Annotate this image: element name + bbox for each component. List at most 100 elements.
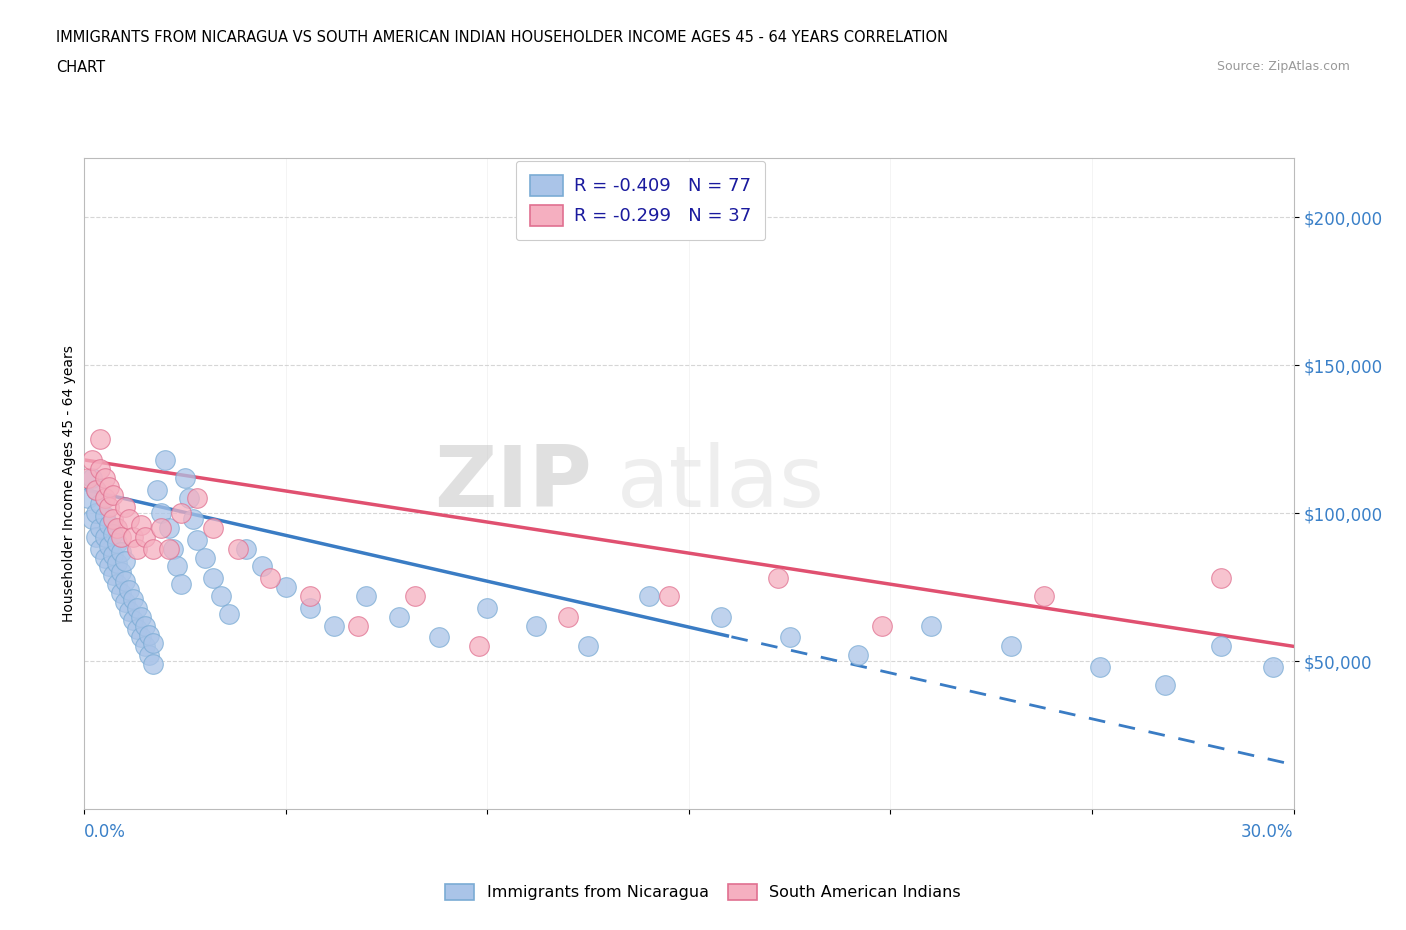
Text: Source: ZipAtlas.com: Source: ZipAtlas.com xyxy=(1216,60,1350,73)
Point xyxy=(97,518,120,533)
Point xyxy=(174,471,197,485)
Point xyxy=(118,512,141,526)
Point xyxy=(162,541,184,556)
Point xyxy=(202,521,225,536)
Point xyxy=(89,497,111,512)
Point xyxy=(1209,639,1232,654)
Point xyxy=(468,639,491,654)
Point xyxy=(82,512,104,526)
Point xyxy=(1209,571,1232,586)
Point xyxy=(121,591,143,606)
Point xyxy=(101,512,124,526)
Point xyxy=(299,601,322,616)
Point xyxy=(93,471,115,485)
Point xyxy=(524,618,547,633)
Point xyxy=(1000,639,1022,654)
Point xyxy=(149,521,172,536)
Point xyxy=(142,541,165,556)
Point xyxy=(157,521,180,536)
Point xyxy=(138,648,160,663)
Point xyxy=(181,512,204,526)
Point xyxy=(97,499,120,514)
Point xyxy=(259,571,281,586)
Point xyxy=(134,639,156,654)
Point xyxy=(125,601,148,616)
Point xyxy=(82,453,104,468)
Point xyxy=(186,491,208,506)
Text: IMMIGRANTS FROM NICARAGUA VS SOUTH AMERICAN INDIAN HOUSEHOLDER INCOME AGES 45 - : IMMIGRANTS FROM NICARAGUA VS SOUTH AMERI… xyxy=(56,30,948,45)
Text: 0.0%: 0.0% xyxy=(84,823,127,841)
Point xyxy=(218,606,240,621)
Point xyxy=(118,583,141,598)
Point xyxy=(105,556,128,571)
Point xyxy=(477,601,499,616)
Point xyxy=(138,627,160,642)
Point xyxy=(1088,659,1111,674)
Point xyxy=(114,499,136,514)
Point xyxy=(1032,589,1054,604)
Point xyxy=(105,577,128,591)
Point xyxy=(194,551,217,565)
Point xyxy=(125,621,148,636)
Point xyxy=(86,529,108,544)
Point xyxy=(250,559,273,574)
Point xyxy=(872,618,894,633)
Point xyxy=(89,432,111,446)
Point xyxy=(179,491,201,506)
Point xyxy=(101,488,124,503)
Point xyxy=(170,506,193,521)
Point xyxy=(114,594,136,609)
Point xyxy=(186,532,208,547)
Point xyxy=(93,551,115,565)
Point xyxy=(86,482,108,497)
Point xyxy=(110,586,132,601)
Point xyxy=(105,521,128,536)
Point xyxy=(77,491,100,506)
Point xyxy=(89,521,111,536)
Point xyxy=(105,536,128,551)
Point xyxy=(404,589,426,604)
Point xyxy=(149,506,172,521)
Point xyxy=(110,565,132,579)
Point xyxy=(209,589,232,604)
Point xyxy=(142,657,165,671)
Point xyxy=(920,618,942,633)
Point xyxy=(226,541,249,556)
Text: CHART: CHART xyxy=(56,60,105,75)
Point xyxy=(1153,677,1175,692)
Point xyxy=(846,648,869,663)
Point xyxy=(77,471,100,485)
Text: ZIP: ZIP xyxy=(434,442,592,525)
Point xyxy=(1263,659,1285,674)
Point xyxy=(576,639,599,654)
Point xyxy=(93,491,115,506)
Point xyxy=(153,453,176,468)
Point xyxy=(779,630,801,644)
Point xyxy=(637,589,659,604)
Point xyxy=(710,609,733,624)
Point xyxy=(93,529,115,544)
Point xyxy=(347,618,370,633)
Point xyxy=(166,559,188,574)
Point xyxy=(114,574,136,589)
Point xyxy=(134,529,156,544)
Point xyxy=(114,553,136,568)
Point xyxy=(125,541,148,556)
Legend: R = -0.409   N = 77, R = -0.299   N = 37: R = -0.409 N = 77, R = -0.299 N = 37 xyxy=(516,161,765,240)
Point xyxy=(82,471,104,485)
Point xyxy=(142,636,165,651)
Point xyxy=(110,529,132,544)
Point xyxy=(110,544,132,559)
Point xyxy=(557,609,579,624)
Point xyxy=(121,612,143,627)
Point xyxy=(146,482,169,497)
Point xyxy=(202,571,225,586)
Point xyxy=(118,604,141,618)
Point xyxy=(157,541,180,556)
Text: atlas: atlas xyxy=(616,442,824,525)
Point xyxy=(97,479,120,494)
Point xyxy=(356,589,378,604)
Legend: Immigrants from Nicaragua, South American Indians: Immigrants from Nicaragua, South America… xyxy=(437,875,969,908)
Point xyxy=(101,547,124,562)
Point xyxy=(101,526,124,541)
